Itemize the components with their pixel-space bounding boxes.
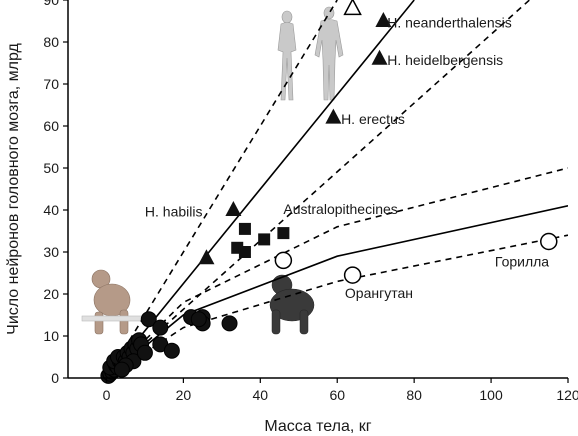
point-circle-filled <box>190 311 207 328</box>
data-points <box>100 0 558 384</box>
plot-frame <box>67 0 568 379</box>
x-tick-label: 120 <box>556 387 578 403</box>
y-axis-title: Число нейронов головного мозга, млрд <box>5 43 22 335</box>
annotation-label: Горилла <box>495 254 549 270</box>
y-axis: 0 10 20 30 40 50 60 70 80 90 <box>43 0 68 386</box>
fit-line-solid <box>105 0 415 378</box>
point-circle-open <box>540 232 558 251</box>
y-tick-label: 10 <box>43 328 59 344</box>
annotation-label: H. heidelbergensis <box>387 52 503 68</box>
annotation-label: H. erectus <box>341 111 405 127</box>
point-triangle-filled <box>371 49 388 65</box>
macaque-illustration <box>81 269 143 335</box>
y-tick-label: 70 <box>43 76 59 92</box>
x-tick-label: 40 <box>253 387 269 403</box>
annotation-label: H. neanderthalensis <box>387 14 512 30</box>
point-circle-filled <box>163 342 180 359</box>
point-circle-open <box>274 251 293 270</box>
point-square-filled <box>238 222 251 235</box>
chimpanzee-illustration <box>269 274 315 335</box>
x-tick-label: 0 <box>103 387 111 403</box>
annotations: H. neanderthalensis H. heidelbergensis H. … <box>145 14 549 301</box>
y-tick-label: 0 <box>51 370 59 386</box>
fit-line-dashed <box>105 0 338 378</box>
y-tick-label: 80 <box>43 34 59 50</box>
y-tick-label: 40 <box>43 202 59 218</box>
x-tick-label: 80 <box>406 387 422 403</box>
x-tick-label: 20 <box>176 387 192 403</box>
y-tick-label: 90 <box>43 0 59 8</box>
x-axis-title: Масса тела, кг <box>264 418 371 435</box>
x-tick-label: 100 <box>479 387 503 403</box>
point-circle-open <box>343 266 362 284</box>
point-square-filled <box>277 227 290 240</box>
point-circle-filled <box>113 361 130 378</box>
annotation-label: Australopithecines <box>283 201 397 217</box>
point-triangle-open <box>343 0 362 16</box>
point-triangle-filled <box>225 201 242 216</box>
humans-illustration <box>277 6 344 101</box>
point-circle-filled <box>140 311 157 328</box>
x-axis: 0 20 40 60 80 100 120 <box>103 378 578 403</box>
point-circle-filled <box>136 344 153 361</box>
point-circle-filled <box>221 315 238 332</box>
x-tick-label: 60 <box>329 387 345 403</box>
point-circle-filled <box>152 319 169 336</box>
y-tick-label: 60 <box>43 118 59 134</box>
point-square-filled <box>238 246 251 258</box>
y-tick-label: 50 <box>43 160 59 176</box>
point-square-filled <box>258 233 271 246</box>
point-triangle-filled <box>375 12 392 27</box>
point-triangle-filled <box>325 108 342 124</box>
point-triangle-filled <box>198 249 215 265</box>
y-tick-label: 20 <box>43 286 59 302</box>
annotation-label: H. habilis <box>145 203 203 219</box>
annotation-label: Орангутан <box>345 285 413 301</box>
y-tick-label: 30 <box>43 244 59 260</box>
fit-line-dashed <box>105 167 568 378</box>
